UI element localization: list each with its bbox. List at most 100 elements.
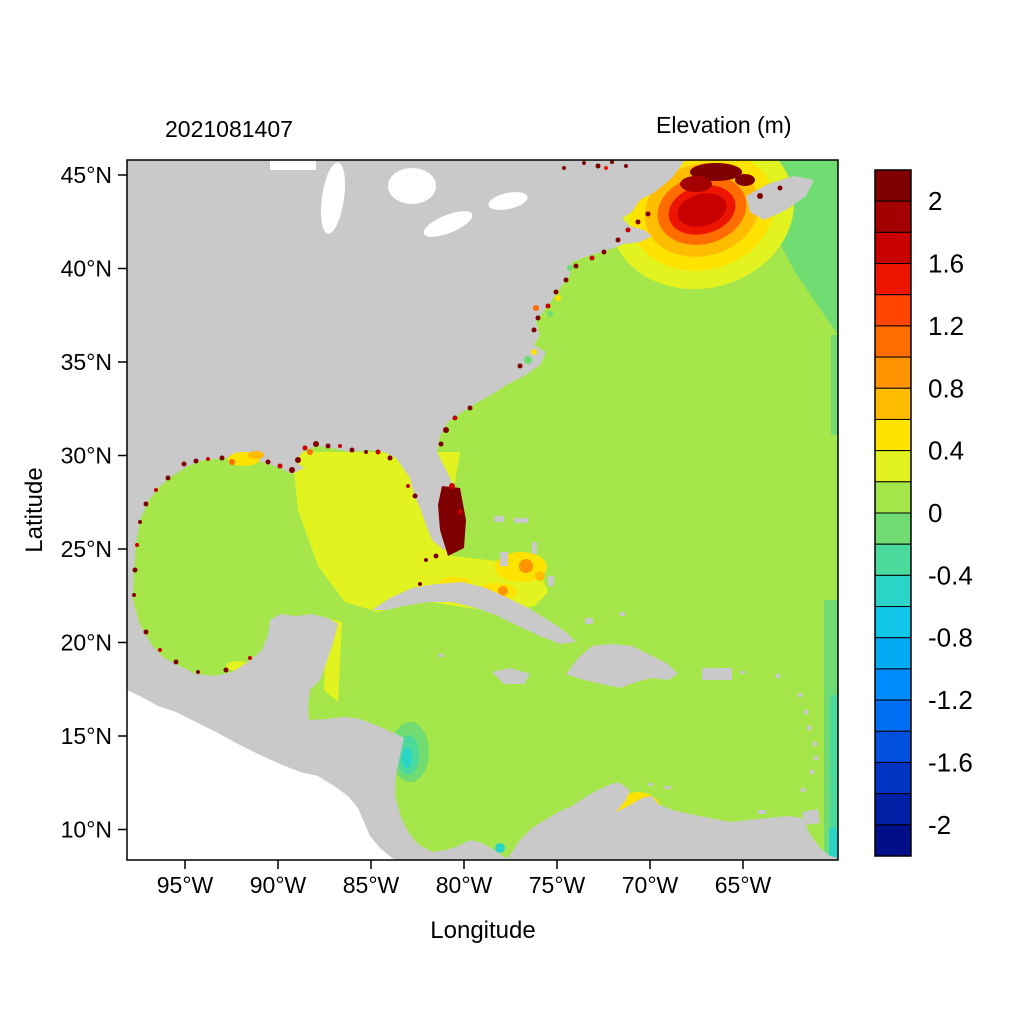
coastal-flood-speckles-shape	[387, 455, 393, 461]
land-trinidad	[802, 809, 820, 825]
coastal-flood-speckles-shape	[132, 593, 136, 597]
land-north-central-america	[127, 160, 685, 860]
coastal-flood-speckles-shape	[206, 457, 210, 461]
lake-huron	[388, 168, 436, 204]
coastal-flood-speckles-shape	[562, 166, 566, 170]
panama-low-dot	[495, 843, 505, 853]
land-lesser-antilles-shape	[800, 787, 806, 793]
colorbar	[874, 169, 912, 857]
colorbar-band	[874, 263, 912, 296]
land-lesser-antilles-shape	[812, 741, 818, 747]
map-area	[127, 160, 838, 860]
x-tick-label: 65°W	[715, 872, 772, 898]
lake-superior	[270, 160, 316, 170]
coastal-flood-speckles-shape	[135, 543, 139, 547]
coastal-flood-speckles-shape	[457, 509, 463, 515]
coastal-flood-speckles-shape	[248, 656, 252, 660]
coastal-flood-speckles-shape	[375, 449, 381, 455]
land-eleuthera	[532, 542, 537, 554]
x-tick-label: 95°W	[157, 872, 214, 898]
coastal-flood-speckles-shape	[604, 166, 608, 170]
colorbar-band	[874, 668, 912, 701]
colorbar-band	[874, 824, 912, 857]
coastal-flood-speckles-shape	[533, 305, 539, 311]
coastal-flood-speckles-shape	[349, 447, 355, 453]
map-border	[126, 159, 839, 861]
coastal-flood-speckles-shape	[467, 405, 473, 411]
coastal-flood-speckles-shape	[158, 648, 162, 652]
coastal-flood-speckles-shape	[143, 501, 149, 507]
coastal-flood-speckles-shape	[302, 445, 308, 451]
colorbar-band	[874, 606, 912, 639]
gulf-of-maine-high-rings-shape	[677, 193, 727, 227]
land-hispaniola	[566, 644, 678, 688]
colorbar-tick-label: 2	[928, 186, 942, 216]
run-id-title: 2021081407	[165, 116, 293, 142]
x-tick-label: 90°W	[250, 872, 307, 898]
colorbar-band	[874, 356, 912, 389]
colorbar-border	[874, 169, 912, 857]
coastal-flood-speckles-shape	[645, 211, 651, 217]
coastal-flood-speckles-shape	[535, 315, 541, 321]
coastal-flood-speckles-shape	[307, 449, 313, 455]
y-axis-label: Latitude	[21, 467, 48, 552]
nicaragua-low-core	[402, 748, 412, 768]
coastal-flood-speckles-shape	[545, 303, 551, 309]
coastal-flood-speckles-shape	[449, 483, 455, 489]
land-lesser-antilles-shape	[803, 709, 809, 715]
land-lesser-antilles-shape	[775, 673, 781, 679]
lake-ontario	[488, 192, 528, 210]
coastal-flood-speckles-shape	[531, 349, 537, 355]
bahamas-high-core-1	[519, 559, 533, 573]
southeast-edge-low-strip2	[830, 695, 838, 860]
coastal-flood-speckles-shape	[265, 459, 271, 465]
coastal-flood-speckles-shape	[595, 163, 601, 169]
x-tick-label: 80°W	[436, 872, 493, 898]
coastal-flood-speckles-shape	[547, 311, 553, 317]
land-nova-scotia	[746, 176, 814, 220]
land-puerto-rico	[702, 668, 732, 680]
coastal-flood-speckles-shape	[567, 265, 573, 271]
southeast-corner-cyan	[829, 828, 838, 860]
x-axis-label: Longitude	[430, 917, 535, 944]
coastal-flood-speckles-shape	[433, 553, 439, 559]
colorbar-band	[874, 730, 912, 763]
y-tick-label: 40°N	[61, 256, 112, 282]
coastal-flood-speckles-shape	[313, 441, 319, 447]
colorbar-band	[874, 418, 912, 452]
land-inagua	[585, 618, 593, 624]
colorbar-band	[874, 387, 912, 420]
y-axis-ticks: 45°N 40°N 35°N 30°N 25°N 20°N 15°N 10°N	[61, 162, 127, 843]
coastal-flood-speckles-shape	[563, 277, 569, 283]
land-lesser-antilles-shape	[806, 725, 812, 731]
coastal-flood-speckles-shape	[132, 567, 138, 573]
coastal-flood-speckles-shape	[412, 493, 418, 499]
land-aruba	[648, 783, 653, 786]
coastal-flood-speckles-shape	[517, 363, 523, 369]
land-andros	[500, 552, 508, 566]
land-south-america	[505, 782, 838, 860]
coastal-flood-speckles-shape	[295, 457, 301, 463]
land-turks	[620, 612, 625, 616]
coastal-flood-speckles-shape	[165, 475, 171, 481]
x-tick-label: 85°W	[343, 872, 400, 898]
land-long-island-bahamas	[548, 576, 554, 586]
colorbar-band	[874, 169, 912, 202]
colorbar-tick-label: 0.4	[928, 436, 964, 466]
coastal-flood-speckles-shape	[418, 582, 422, 586]
coastal-flood-speckles-shape	[582, 161, 586, 165]
coastal-flood-speckles-shape	[624, 164, 628, 168]
coastal-flood-speckles-shape	[690, 163, 742, 181]
colorbar-tick-labels: 2 1.6 1.2 0.8 0.4 0 -0.4 -0.8 -1.2 -1.6 -2	[928, 186, 973, 840]
colorbar-band	[874, 543, 912, 576]
colorbar-band	[874, 450, 912, 483]
land-grand-bahama	[494, 516, 504, 522]
coastal-flood-speckles-shape	[173, 659, 179, 665]
coastal-flood-speckles-shape	[615, 237, 621, 243]
y-tick-label: 35°N	[61, 349, 112, 375]
land-masses	[127, 160, 838, 860]
colorbar-tick-label: -2	[928, 810, 951, 840]
coastal-flood-speckles-shape	[452, 415, 458, 421]
coastal-flood-speckles-shape	[610, 160, 614, 164]
